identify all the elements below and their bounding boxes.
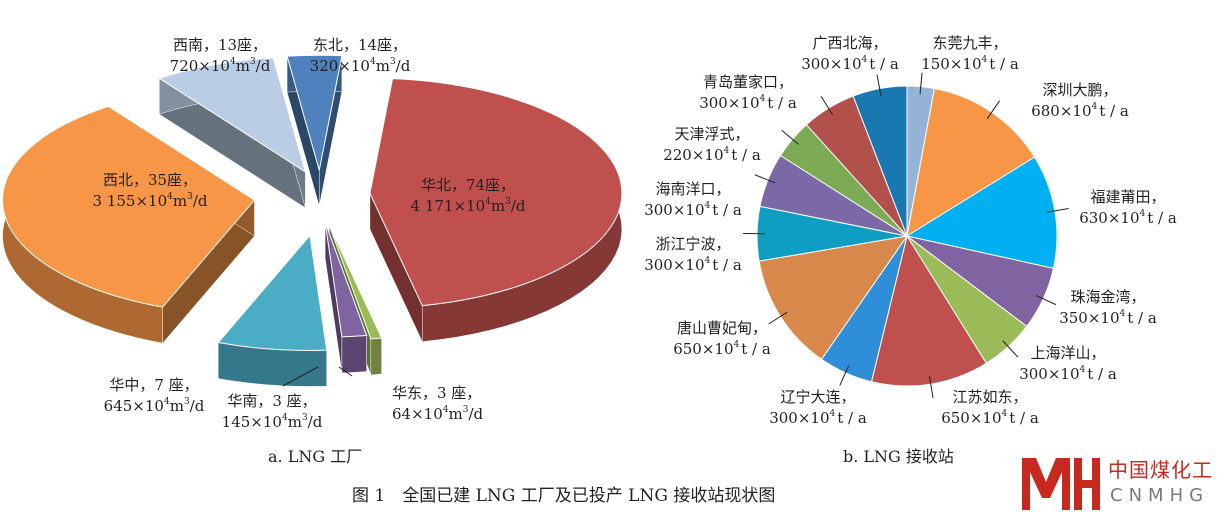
label-西南-line1: 西南，13座， (173, 36, 267, 54)
label-华北-line1: 华北，74座， (421, 176, 515, 194)
label-华东: 华东，3 座， 64×104m3/d (392, 384, 484, 423)
label-name: 福建莆田， (1090, 188, 1165, 206)
label-华中-line2: 645×104m3/d (104, 397, 205, 415)
pie-lng-plants (2, 55, 621, 386)
pie-lng-terminals (757, 86, 1057, 386)
figure-title: 图 1 全国已建 LNG 工厂及已投产 LNG 接收站现状图 (352, 486, 775, 506)
label-name: 辽宁大连， (780, 388, 855, 406)
slice-wall (342, 336, 367, 373)
label-西北-line1: 西北，35座， (103, 171, 197, 189)
label-华中-line1: 华中，7 座， (109, 376, 198, 394)
label-name: 唐山曹妃甸， (677, 319, 767, 337)
label-华南-line2: 145×104m3/d (222, 413, 323, 431)
label-name: 海南洋口， (655, 180, 730, 198)
label-华南: 华南，3 座， 145×104m3/d (222, 392, 323, 431)
logo-english-text: CNMHG (1110, 485, 1209, 506)
label-东北-line1: 东北，14座， (313, 36, 407, 54)
label-华东-line2: 64×104m3/d (392, 405, 484, 423)
label-西南: 西南，13座， 720×104m3/d (170, 36, 271, 75)
slice-wall (371, 338, 382, 375)
cnmhg-logo: 中国煤化工 CNMHG (1018, 452, 1221, 516)
subtitle-b: b. LNG 接收站 (843, 447, 954, 466)
label-name: 东莞九丰， (932, 34, 1007, 52)
label-name: 青岛董家口， (703, 73, 793, 91)
label-华东-line1: 华东，3 座， (392, 384, 481, 402)
subtitle-a: a. LNG 工厂 (268, 447, 362, 466)
label-name: 珠海金湾， (1070, 288, 1145, 306)
label-name: 上海洋山， (1030, 344, 1105, 362)
label-name: 江苏如东， (952, 388, 1027, 406)
label-华中: 华中，7 座， 645×104m3/d (104, 376, 205, 415)
logo-chinese-text: 中国煤化工 (1108, 454, 1213, 483)
label-name: 浙江宁波， (655, 235, 730, 253)
label-name: 天津浮式， (674, 125, 749, 143)
label-东北-line2: 320×104m3/d (310, 57, 411, 75)
label-西南-line2: 720×104m3/d (170, 57, 271, 75)
label-name: 广西北海， (812, 34, 887, 52)
cnmhg-logo-mark-icon (1018, 452, 1102, 512)
label-name: 深圳大鹏， (1042, 81, 1117, 99)
label-华南-line1: 华南，3 座， (227, 392, 316, 410)
